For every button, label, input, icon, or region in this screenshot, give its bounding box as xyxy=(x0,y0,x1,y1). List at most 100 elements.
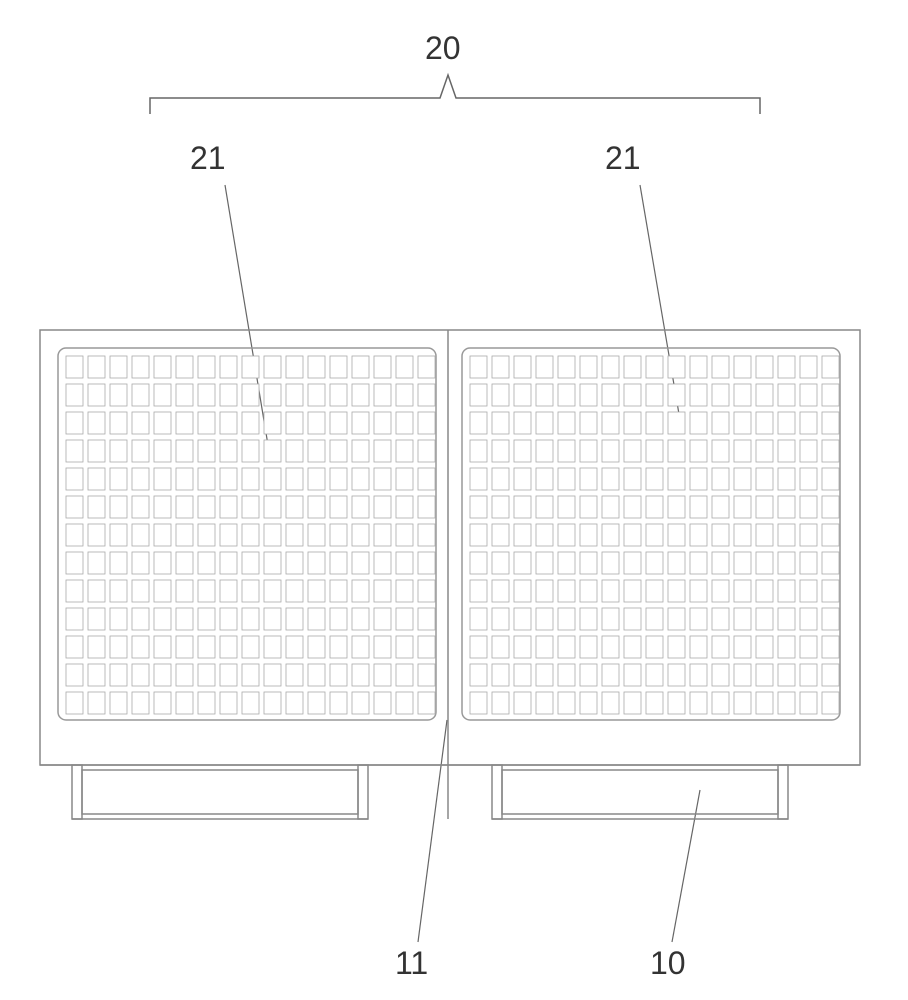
grid-cell xyxy=(396,384,413,406)
grid-cell xyxy=(536,412,553,434)
grid-cell xyxy=(66,384,83,406)
grid-cell xyxy=(668,608,685,630)
grid-cell xyxy=(220,580,237,602)
grid-cell xyxy=(352,412,369,434)
grid-cell xyxy=(822,692,839,714)
grid-cell xyxy=(110,692,127,714)
grid-cell xyxy=(778,636,795,658)
grid-cell xyxy=(624,608,641,630)
grid-cell xyxy=(514,356,531,378)
grid-cell xyxy=(330,496,347,518)
grid-cell xyxy=(800,552,817,574)
grid-cell xyxy=(492,468,509,490)
grid-cell xyxy=(624,412,641,434)
grid-cell xyxy=(110,664,127,686)
grid-cell xyxy=(580,580,597,602)
grid-cell xyxy=(580,468,597,490)
grid-cell xyxy=(734,384,751,406)
grid-cell xyxy=(352,524,369,546)
grid-cell xyxy=(396,664,413,686)
grid-cell xyxy=(88,636,105,658)
grid-cell xyxy=(418,412,435,434)
grid-cell xyxy=(418,664,435,686)
grid-cell xyxy=(756,384,773,406)
grid-cell xyxy=(132,412,149,434)
grid-cell xyxy=(690,608,707,630)
grid-cell xyxy=(536,356,553,378)
grid-cell xyxy=(154,356,171,378)
grid-cell xyxy=(668,412,685,434)
grid-cell xyxy=(264,524,281,546)
grid-cell xyxy=(308,552,325,574)
grid-cell xyxy=(712,664,729,686)
grid-cell xyxy=(492,636,509,658)
grid-cell xyxy=(66,692,83,714)
grid-cell xyxy=(536,468,553,490)
grid-cell xyxy=(646,580,663,602)
grid-cell xyxy=(690,356,707,378)
grid-cell xyxy=(308,412,325,434)
grid-cell xyxy=(418,356,435,378)
grid-cell xyxy=(330,636,347,658)
grid-cell xyxy=(712,524,729,546)
grid-cell xyxy=(308,580,325,602)
grid-cell xyxy=(154,468,171,490)
grid-cell xyxy=(646,664,663,686)
grid-cell xyxy=(132,552,149,574)
grid-cell xyxy=(286,524,303,546)
grid-cell xyxy=(734,580,751,602)
grid-cell xyxy=(470,608,487,630)
grid-cell xyxy=(374,440,391,462)
grid-cell xyxy=(756,440,773,462)
grid-cell xyxy=(176,608,193,630)
grid-cell xyxy=(602,580,619,602)
grid-cell xyxy=(514,468,531,490)
grid-cell xyxy=(536,552,553,574)
grid-cell xyxy=(624,496,641,518)
grid-cell xyxy=(536,608,553,630)
grid-cell xyxy=(712,412,729,434)
grid-cell xyxy=(822,412,839,434)
grid-cell xyxy=(242,664,259,686)
grid-cell xyxy=(66,468,83,490)
grid-cell xyxy=(778,496,795,518)
grid-cell xyxy=(668,580,685,602)
grid-cell xyxy=(286,356,303,378)
grid-cell xyxy=(198,384,215,406)
grid-cell xyxy=(330,412,347,434)
grid-cell xyxy=(756,636,773,658)
grid-cell xyxy=(66,552,83,574)
grid-cell xyxy=(88,608,105,630)
label-21-left: 21 xyxy=(190,140,226,177)
grid-cell xyxy=(734,636,751,658)
grid-cell xyxy=(822,496,839,518)
grid-cell xyxy=(132,608,149,630)
grid-cell xyxy=(242,636,259,658)
grid-cell xyxy=(602,384,619,406)
grid-cell xyxy=(624,636,641,658)
grid-cell xyxy=(374,580,391,602)
grid-cell xyxy=(690,412,707,434)
grid-cell xyxy=(778,412,795,434)
grid-cell xyxy=(176,552,193,574)
grid-cell xyxy=(558,496,575,518)
grid-cell xyxy=(352,552,369,574)
grid-cell xyxy=(242,524,259,546)
grid-cell xyxy=(286,468,303,490)
grid-cell xyxy=(374,496,391,518)
grid-cell xyxy=(734,412,751,434)
grid-cell xyxy=(88,384,105,406)
grid-cell xyxy=(690,496,707,518)
grid-cell xyxy=(734,496,751,518)
grid-cell xyxy=(308,608,325,630)
grid-cell xyxy=(264,468,281,490)
grid-cell xyxy=(536,580,553,602)
grid-cell xyxy=(308,440,325,462)
grid-cell xyxy=(132,664,149,686)
grid-cell xyxy=(396,496,413,518)
grid-cell xyxy=(110,608,127,630)
grid-cell xyxy=(668,552,685,574)
grid-cell xyxy=(822,580,839,602)
grid-cell xyxy=(308,664,325,686)
grid-cell xyxy=(198,440,215,462)
